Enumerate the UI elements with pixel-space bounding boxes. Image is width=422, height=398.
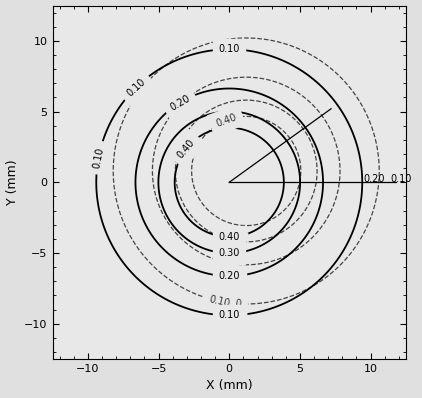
Text: 0.10: 0.10 — [219, 310, 240, 320]
Text: 0.10: 0.10 — [390, 174, 412, 184]
Text: 0.20: 0.20 — [219, 271, 240, 281]
Y-axis label: Y (mm): Y (mm) — [6, 160, 19, 205]
Text: 0.30: 0.30 — [219, 248, 240, 258]
Text: 0.10: 0.10 — [208, 294, 230, 308]
Text: 0.10: 0.10 — [219, 44, 240, 54]
Text: 0.10: 0.10 — [92, 146, 106, 169]
Text: 0.40: 0.40 — [214, 112, 238, 129]
Text: 0.40: 0.40 — [219, 232, 240, 242]
Text: 0.20: 0.20 — [168, 93, 192, 112]
X-axis label: X (mm): X (mm) — [206, 379, 252, 392]
Text: 0.10: 0.10 — [125, 76, 147, 98]
Text: 0.40: 0.40 — [176, 137, 197, 160]
Text: 0.20: 0.20 — [364, 174, 385, 184]
Text: 0.10: 0.10 — [220, 297, 243, 309]
Text: 0.30: 0.30 — [218, 232, 241, 247]
